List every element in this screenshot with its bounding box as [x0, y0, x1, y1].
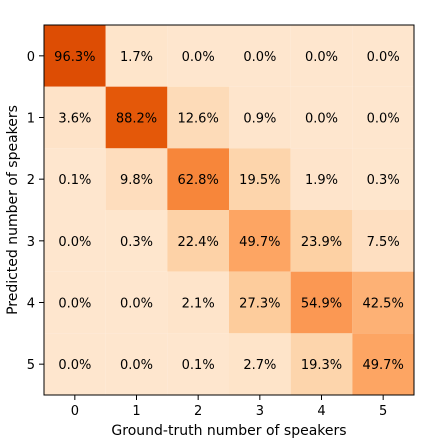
heatmap-cell: [105, 148, 168, 210]
cell-value-label: 88.2%: [116, 112, 157, 127]
cell-value-label: 0.1%: [182, 358, 215, 373]
heatmap-cell: [290, 333, 353, 395]
heatmap-cell: [105, 25, 168, 87]
heatmap-cell: [352, 25, 414, 87]
x-axis-label: Ground-truth number of speakers: [111, 423, 346, 439]
cell-value-label: 0.0%: [58, 297, 91, 312]
x-tick-label: 2: [194, 404, 202, 419]
x-tick-label: 0: [71, 404, 79, 419]
cell-value-label: 0.0%: [120, 358, 153, 373]
heatmap-cell: [290, 210, 353, 272]
cell-value-label: 0.0%: [243, 50, 276, 65]
heatmap-cell: [229, 25, 291, 87]
cell-value-label: 96.3%: [54, 50, 95, 65]
y-tick-label: 1: [27, 112, 35, 127]
cell-value-label: 7.5%: [367, 235, 400, 250]
cell-value-label: 27.3%: [239, 297, 280, 312]
cell-value-label: 54.9%: [301, 297, 342, 312]
heatmap-cell: [352, 210, 414, 272]
cell-value-label: 1.7%: [120, 50, 153, 65]
heatmap-cell: [105, 210, 168, 272]
heatmap-cell: [105, 333, 168, 395]
heatmap-cell: [167, 210, 229, 272]
heatmap-cell: [229, 86, 291, 149]
cell-value-label: 0.0%: [120, 297, 153, 312]
cell-value-label: 19.5%: [239, 173, 280, 188]
cell-value-label: 12.6%: [178, 112, 219, 127]
y-tick-label: 4: [27, 297, 35, 312]
cell-value-label: 42.5%: [363, 297, 404, 312]
heatmap-cells: 96.3% 1.7% 0.0% 0.0% 0.0% 0.0% 3.6% 88.2% 12.6% 0…: [44, 25, 414, 395]
heatmap-cell: [167, 333, 229, 395]
heatmap-cell: [167, 148, 229, 210]
heatmap-cell: [105, 271, 168, 334]
y-tick-label: 3: [27, 235, 35, 250]
heatmap-cell: [167, 271, 229, 334]
heatmap-cell: [44, 271, 106, 334]
cell-value-label: 0.3%: [367, 173, 400, 188]
y-axis-label: Predicted number of speakers: [5, 105, 21, 315]
x-tick-label: 1: [132, 404, 140, 419]
cell-value-label: 2.7%: [243, 358, 276, 373]
cell-value-label: 0.0%: [305, 112, 338, 127]
cell-value-label: 49.7%: [363, 358, 404, 373]
cell-value-label: 62.8%: [178, 173, 219, 188]
cell-value-label: 2.1%: [182, 297, 215, 312]
cell-value-label: 0.1%: [58, 173, 91, 188]
heatmap-cell: [105, 86, 168, 149]
cell-value-label: 1.9%: [305, 173, 338, 188]
cell-value-label: 23.9%: [301, 235, 342, 250]
heatmap-cell: [167, 86, 229, 149]
heatmap-cell: [44, 210, 106, 272]
heatmap-cell: [44, 333, 106, 395]
heatmap-cell: [229, 210, 291, 272]
heatmap-cell: [290, 25, 353, 87]
cell-value-label: 0.0%: [367, 112, 400, 127]
heatmap-cell: [44, 86, 106, 149]
cell-value-label: 0.0%: [182, 50, 215, 65]
cell-value-label: 9.8%: [120, 173, 153, 188]
heatmap-cell: [290, 148, 353, 210]
heatmap-cell: [352, 271, 414, 334]
cell-value-label: 0.0%: [367, 50, 400, 65]
heatmap-cell: [352, 86, 414, 149]
cell-value-label: 0.9%: [243, 112, 276, 127]
y-axis-ticks: 0 1 2 3 4 5: [27, 50, 44, 373]
heatmap-cell: [229, 271, 291, 334]
x-tick-label: 5: [379, 404, 387, 419]
heatmap-cell: [167, 25, 229, 87]
cell-value-label: 49.7%: [239, 235, 280, 250]
cell-value-label: 0.0%: [58, 235, 91, 250]
x-tick-label: 4: [317, 404, 325, 419]
y-tick-label: 0: [27, 50, 35, 65]
x-axis-ticks: 0 1 2 3 4 5: [71, 395, 387, 419]
heatmap-cell: [352, 148, 414, 210]
cell-value-label: 0.0%: [58, 358, 91, 373]
heatmap-cell: [44, 25, 106, 87]
y-tick-label: 5: [27, 358, 35, 373]
heatmap-cell: [290, 86, 353, 149]
cell-value-label: 0.3%: [120, 235, 153, 250]
heatmap-cell: [229, 333, 291, 395]
y-tick-label: 2: [27, 173, 35, 188]
cell-value-label: 3.6%: [58, 112, 91, 127]
x-tick-label: 3: [256, 404, 264, 419]
cell-value-label: 0.0%: [305, 50, 338, 65]
heatmap-cell: [352, 333, 414, 395]
plot-frame: [43, 24, 415, 396]
heatmap-cell: [229, 148, 291, 210]
heatmap-cell: [290, 271, 353, 334]
cell-value-label: 22.4%: [178, 235, 219, 250]
cell-value-label: 19.3%: [301, 358, 342, 373]
heatmap-cell: [44, 148, 106, 210]
